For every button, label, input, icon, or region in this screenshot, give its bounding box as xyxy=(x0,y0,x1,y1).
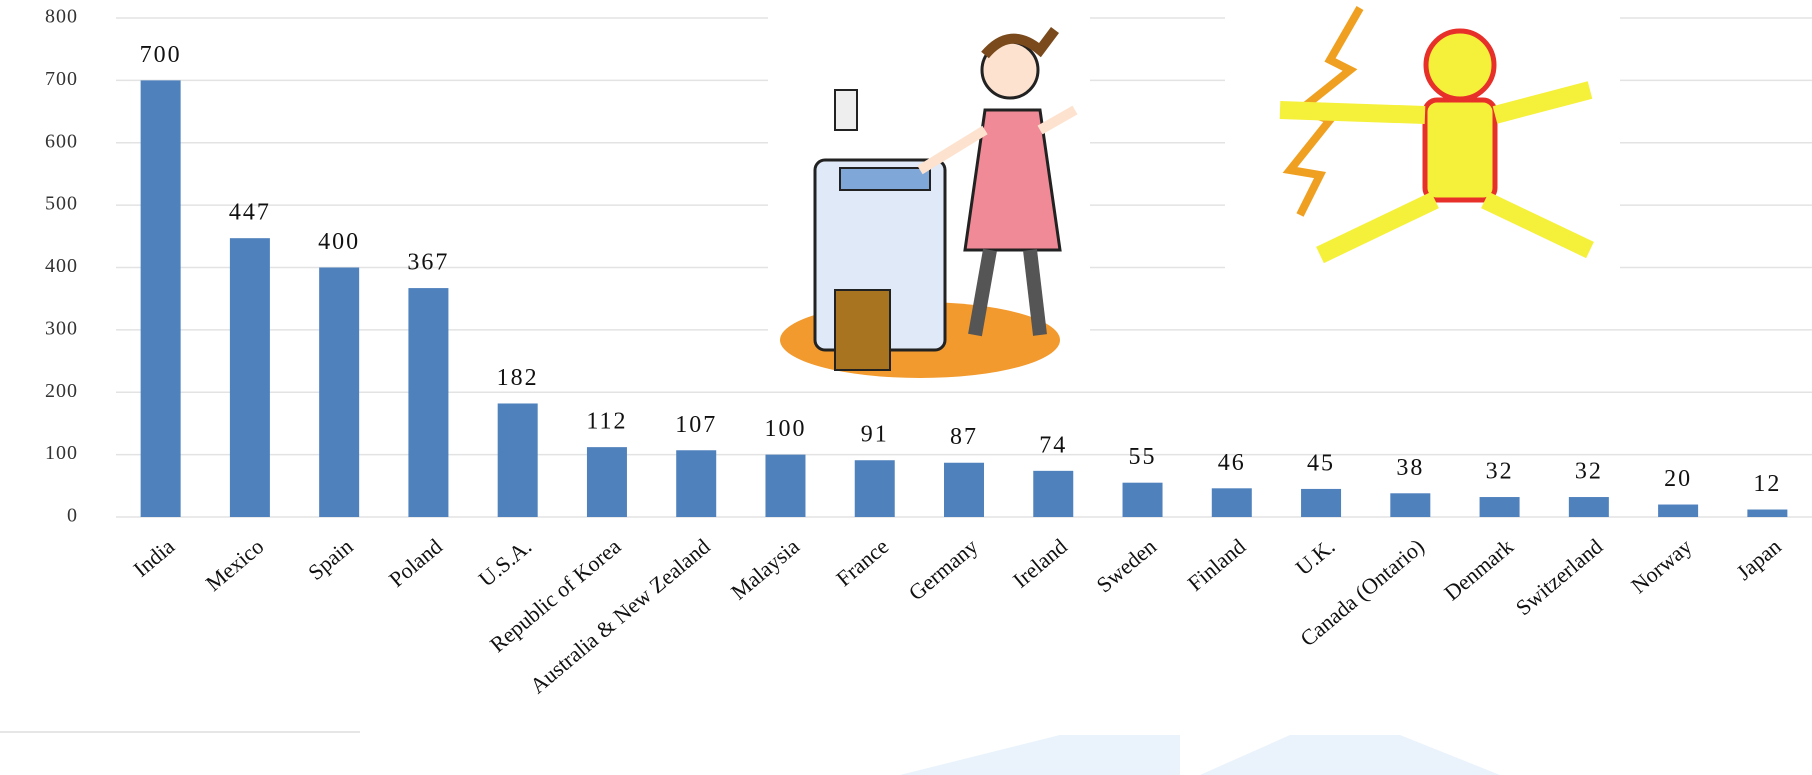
washer-panel xyxy=(840,168,930,190)
data-label: 107 xyxy=(675,412,717,438)
bar xyxy=(1747,510,1787,517)
bar xyxy=(1301,489,1341,517)
data-label: 12 xyxy=(1753,471,1781,497)
x-tick-label: Finland xyxy=(1183,534,1251,596)
data-label: 112 xyxy=(586,409,627,435)
ribs xyxy=(1425,100,1495,200)
x-tick-label: Germany xyxy=(904,534,983,606)
x-tick-label: Switzerland xyxy=(1511,534,1608,621)
bar xyxy=(1123,483,1163,517)
x-tick-label: Denmark xyxy=(1439,534,1518,606)
data-label: 32 xyxy=(1486,459,1514,485)
bar xyxy=(1033,471,1073,517)
illustration-skeleton xyxy=(1225,0,1620,292)
x-tick-label: India xyxy=(128,533,179,581)
x-tick-label: U.K. xyxy=(1291,534,1340,581)
bar xyxy=(408,288,448,517)
y-tick-label: 100 xyxy=(45,442,78,464)
x-tick-label: Poland xyxy=(384,534,447,592)
x-tick-label: Sweden xyxy=(1092,534,1161,598)
bar xyxy=(1390,493,1430,517)
bar xyxy=(765,455,805,517)
bar xyxy=(587,447,627,517)
y-tick-label: 500 xyxy=(45,193,78,215)
data-label: 87 xyxy=(950,424,978,450)
illustrations xyxy=(768,0,1620,386)
y-tick-label: 0 xyxy=(67,505,78,527)
data-label: 55 xyxy=(1129,444,1157,470)
y-tick-label: 300 xyxy=(45,317,78,339)
arm xyxy=(1280,110,1425,115)
data-label: 20 xyxy=(1664,466,1692,492)
data-label: 100 xyxy=(764,416,806,442)
data-label: 447 xyxy=(229,200,271,226)
y-tick-label: 600 xyxy=(45,130,78,152)
bar xyxy=(1658,505,1698,517)
data-label: 32 xyxy=(1575,459,1603,485)
bar xyxy=(1212,488,1252,517)
data-label: 74 xyxy=(1039,432,1067,458)
data-label: 400 xyxy=(318,229,360,255)
page: 0 100 200 300 400 500 600 700 800 700 India 447 Mexi… xyxy=(0,0,1812,775)
data-label: 38 xyxy=(1396,455,1424,481)
y-tick-label: 200 xyxy=(45,380,78,402)
bar xyxy=(498,403,538,517)
x-tick-label: Norway xyxy=(1626,534,1696,599)
bar xyxy=(1480,497,1520,517)
x-tick-label: Ireland xyxy=(1008,534,1072,593)
x-tick-label: Australia & New Zealand xyxy=(525,534,715,699)
decor-shape xyxy=(1200,735,1500,775)
bar xyxy=(319,268,359,518)
x-tick-label: Spain xyxy=(303,534,357,585)
outlet xyxy=(835,90,857,130)
bar xyxy=(1569,497,1609,517)
y-tick-label: 800 xyxy=(45,6,78,28)
x-tick-label: Mexico xyxy=(201,534,269,596)
bar xyxy=(676,450,716,517)
data-label: 46 xyxy=(1218,450,1246,476)
basket xyxy=(835,290,890,370)
data-label: 367 xyxy=(407,250,449,276)
bar xyxy=(141,80,181,517)
data-label: 91 xyxy=(861,422,889,448)
data-label: 45 xyxy=(1307,450,1335,476)
x-tick-label: Japan xyxy=(1731,534,1785,585)
y-tick-label: 700 xyxy=(45,68,78,90)
background xyxy=(0,732,1500,775)
leg xyxy=(1030,250,1040,335)
data-label: 700 xyxy=(140,42,182,68)
bar xyxy=(944,463,984,517)
x-tick-label: France xyxy=(831,534,893,592)
data-label: 182 xyxy=(497,365,539,391)
chart: 0 100 200 300 400 500 600 700 800 700 India 447 Mexi… xyxy=(0,0,1812,775)
illustration-washer xyxy=(768,14,1090,386)
x-tick-label: Malaysia xyxy=(726,533,804,604)
x-tick-label: U.S.A. xyxy=(474,534,536,592)
skull xyxy=(1426,31,1494,99)
decor-shape xyxy=(900,735,1180,775)
bar xyxy=(230,238,270,517)
bar xyxy=(855,460,895,517)
y-tick-label: 400 xyxy=(45,255,78,277)
